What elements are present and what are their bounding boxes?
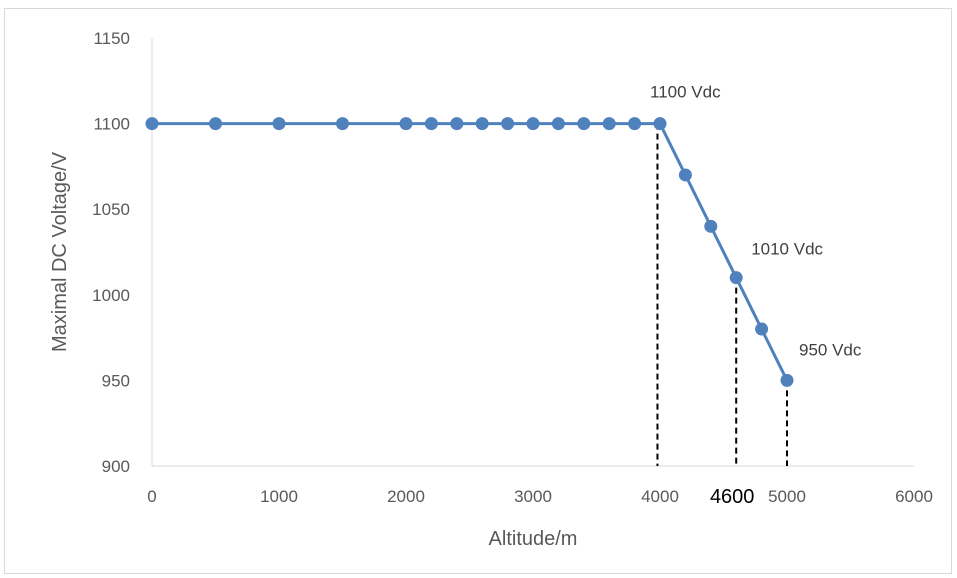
y-tick-label: 1150 <box>93 29 130 48</box>
data-point <box>704 219 718 233</box>
annotation-label: 1100 Vdc <box>650 83 721 102</box>
x-tick-label: 6000 <box>895 487 933 506</box>
data-point <box>399 117 413 131</box>
data-point <box>272 117 286 131</box>
data-point <box>551 117 565 131</box>
data-point <box>336 117 349 131</box>
labels: 1100 Vdc 1010 Vdc 950 Vdc 4600 <box>650 83 862 508</box>
annotation-label: 950 Vdc <box>799 340 862 359</box>
x-tick-label: 2000 <box>387 487 425 506</box>
series-line <box>152 122 789 382</box>
data-point <box>450 117 464 131</box>
data-point <box>501 117 515 131</box>
x-tick-label: 4000 <box>641 487 679 506</box>
data-point <box>475 117 489 131</box>
data-point <box>780 373 794 387</box>
y-tick-label: 1100 <box>93 115 130 134</box>
y-tick-label: 900 <box>102 457 130 476</box>
data-point <box>145 117 159 131</box>
data-point <box>577 117 591 131</box>
data-point <box>653 117 667 131</box>
series-group <box>145 117 794 387</box>
data-point <box>755 322 769 336</box>
highlight-x-label: 4600 <box>710 486 755 508</box>
data-point <box>729 271 743 285</box>
x-axis-title: Altitude/m <box>489 528 578 550</box>
data-point <box>424 117 438 131</box>
annotation-label: 1010 Vdc <box>751 240 823 259</box>
x-tick-label: 5000 <box>768 487 806 506</box>
data-point <box>209 117 222 131</box>
x-tick-label: 1000 <box>260 487 298 506</box>
y-tick-label: 1050 <box>92 200 130 219</box>
data-point <box>602 117 616 131</box>
data-point <box>526 117 540 131</box>
reference-lines <box>656 123 788 466</box>
x-tick-label: 0 <box>147 487 156 506</box>
data-point <box>678 168 692 182</box>
y-tick-label: 1000 <box>92 286 130 305</box>
data-point <box>628 117 642 131</box>
axes: 900 950 1000 1050 1100 1150 0 1000 2000 3000 4000 5… <box>49 29 933 550</box>
chart-frame <box>4 8 952 574</box>
y-tick-label: 950 <box>102 371 130 390</box>
y-axis-title: Maximal DC Voltage/V <box>49 151 71 352</box>
x-tick-label: 3000 <box>514 487 552 506</box>
